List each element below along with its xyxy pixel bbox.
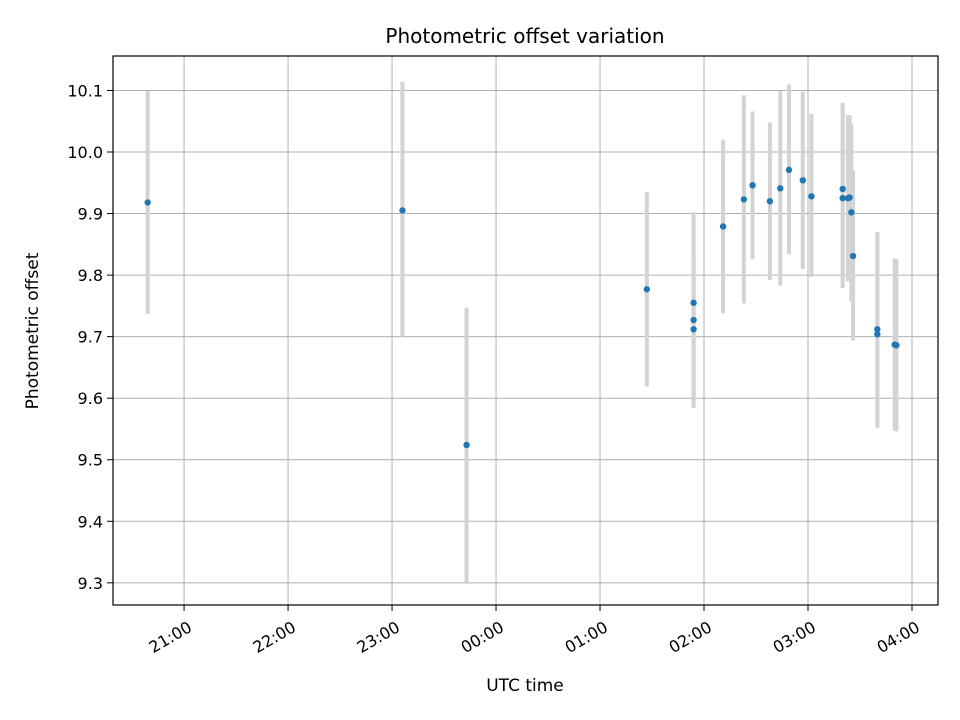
data-point — [690, 299, 697, 307]
y-tick-label: 9.8 — [78, 266, 103, 285]
data-point — [777, 185, 784, 192]
data-point — [719, 223, 727, 230]
y-tick-label: 10.1 — [67, 81, 103, 100]
y-tick-label: 9.6 — [78, 389, 103, 408]
data-point — [785, 166, 793, 174]
data-point — [874, 326, 881, 333]
x-axis-label: UTC time — [486, 676, 564, 696]
data-point — [399, 207, 406, 214]
data-point — [690, 316, 697, 324]
data-point — [848, 209, 855, 216]
data-point — [749, 182, 756, 189]
y-tick-label: 10.0 — [67, 143, 103, 162]
y-tick-label: 9.4 — [78, 512, 103, 531]
chart-title: Photometric offset variation — [385, 24, 664, 48]
data-point — [846, 194, 853, 201]
data-point — [874, 330, 881, 338]
data-point — [808, 193, 815, 200]
data-point — [690, 326, 697, 333]
data-point — [849, 252, 857, 260]
data-point — [799, 177, 807, 184]
y-tick-label: 9.3 — [78, 574, 103, 593]
data-point — [643, 286, 651, 293]
y-tick-label: 9.5 — [78, 451, 103, 470]
data-point — [740, 196, 748, 203]
data-point — [463, 441, 470, 449]
data-point — [893, 342, 900, 349]
data-point — [144, 199, 151, 206]
y-tick-label: 9.7 — [78, 328, 103, 347]
grid — [113, 56, 938, 605]
y-tick-label: 9.9 — [78, 205, 103, 224]
data-point — [839, 194, 846, 202]
plot-area-frame — [112, 55, 939, 606]
data-point — [839, 185, 846, 193]
y-axis-label: Photometric offset — [23, 252, 43, 409]
data-point — [766, 198, 774, 205]
data-points — [144, 166, 900, 449]
